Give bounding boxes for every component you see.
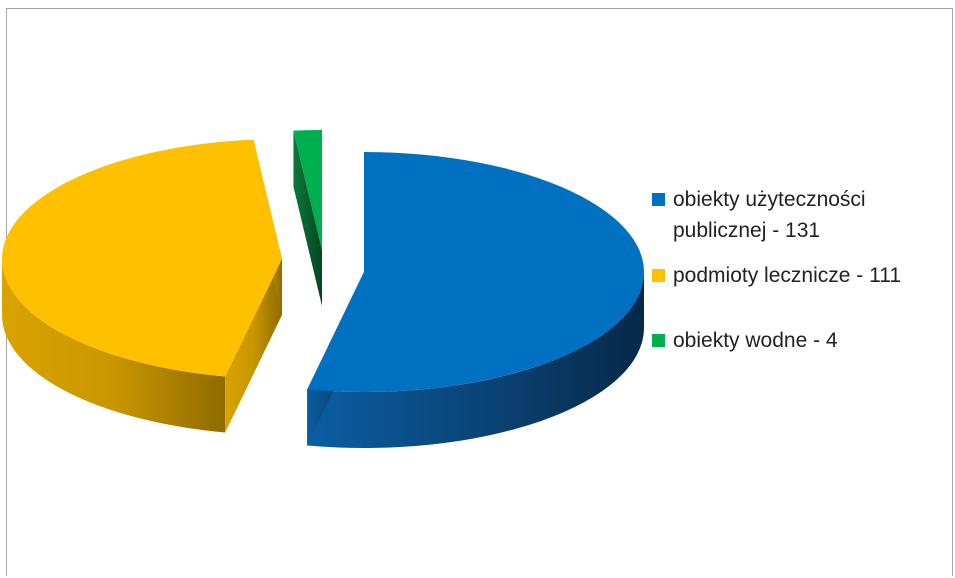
legend-label-medical-entities: podmioty lecznicze - 111 <box>673 264 901 287</box>
chart-legend: obiekty użyteczności publicznej - 131 po… <box>652 184 952 356</box>
pie-slice-medical-entities-top <box>1 139 283 377</box>
legend-label-water-facilities: obiekty wodne - 4 <box>673 329 838 352</box>
pie-slice-water-facilities-top <box>293 130 322 250</box>
pie-slice-medical-entities-cut-face-0 <box>225 259 282 433</box>
legend-item-water-facilities: obiekty wodne - 4 <box>652 325 952 356</box>
pie-slice-public-buildings-top <box>307 152 644 392</box>
pie-slice-medical-entities <box>1 139 283 433</box>
pie-slice-public-buildings-side <box>307 272 644 448</box>
legend-swatch-medical-entities <box>652 269 665 282</box>
pie-slice-water-facilities <box>293 130 322 306</box>
legend-swatch-public-buildings <box>652 193 665 206</box>
legend-swatch-water-facilities <box>652 334 665 347</box>
legend-item-public-buildings: obiekty użyteczności publicznej - 131 <box>652 184 952 246</box>
legend-label-public-buildings: obiekty użyteczności publicznej - 131 <box>673 188 866 242</box>
pie-slice-water-facilities-cut-face-0 <box>293 130 322 306</box>
legend-item-medical-entities: podmioty lecznicze - 111 <box>652 260 952 291</box>
pie-slice-medical-entities-side <box>2 259 226 433</box>
pie-slice-public-buildings <box>307 152 644 448</box>
